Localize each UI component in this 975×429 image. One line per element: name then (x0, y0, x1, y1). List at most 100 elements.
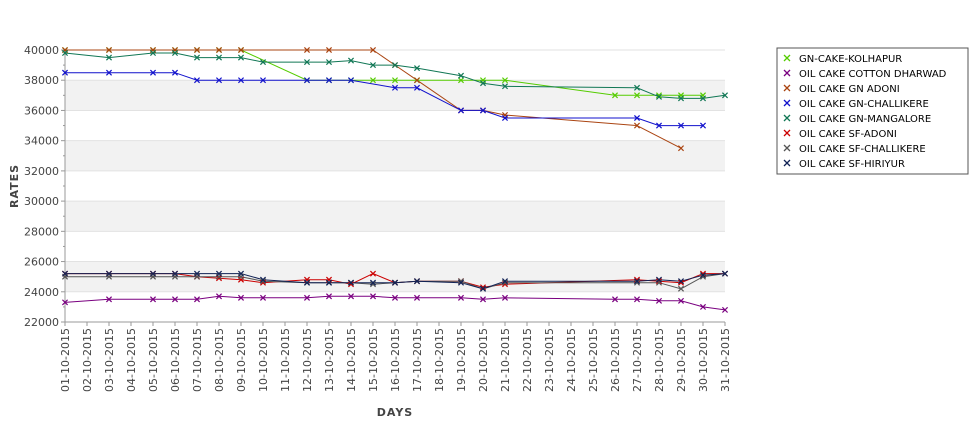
x-tick-label: 23-10-2015 (543, 328, 556, 392)
data-point (369, 281, 377, 288)
x-tick-label: 11-10-2015 (279, 328, 292, 392)
x-tick-label: 07-10-2015 (191, 328, 204, 392)
legend-label: OIL CAKE GN ADONI (799, 84, 900, 95)
data-point (413, 278, 421, 285)
data-point (633, 296, 641, 303)
legend-box (776, 47, 969, 175)
data-point (413, 294, 421, 301)
legend-label: OIL CAKE GN-CHALLIKERE (799, 99, 929, 110)
data-point (347, 281, 355, 288)
data-point (457, 278, 465, 285)
x-tick-label: 01-10-2015 (59, 328, 72, 392)
data-point (193, 54, 201, 61)
data-point (61, 299, 69, 306)
data-point (61, 49, 69, 57)
data-point (699, 122, 707, 129)
y-tick-label: 38000 (24, 74, 59, 87)
data-point (215, 270, 223, 277)
series-line (64, 52, 726, 99)
x-tick-label: 29-10-2015 (675, 328, 688, 392)
data-point (237, 77, 245, 84)
legend-marker (783, 54, 791, 62)
data-point (215, 54, 223, 61)
data-point (721, 270, 729, 277)
x-tick-label: 25-10-2015 (587, 328, 600, 392)
data-point (633, 84, 641, 91)
data-point (677, 285, 685, 292)
data-point (347, 293, 355, 300)
data-point (655, 92, 663, 99)
x-tick-label: 02-10-2015 (81, 328, 94, 392)
data-point (171, 69, 179, 76)
data-point (457, 77, 465, 84)
x-tick-label: 05-10-2015 (147, 328, 160, 392)
y-tick-label: 28000 (24, 225, 59, 238)
data-point (369, 293, 377, 300)
x-axis: 01-10-2015 02-10-2015 03-10-2015 04-10-2015… (59, 321, 732, 392)
data-point (149, 49, 157, 57)
x-tick-label: 31-10-2015 (719, 328, 732, 392)
data-point (193, 46, 201, 54)
series-lines (64, 49, 726, 311)
data-point (303, 59, 311, 66)
legend-label: GN-CAKE-KOLHAPUR (799, 54, 902, 65)
x-tick-label: 16-10-2015 (389, 328, 402, 392)
data-point (479, 296, 487, 303)
data-point (171, 296, 179, 303)
data-point (369, 62, 377, 69)
y-tick-label: 40000 (24, 44, 59, 57)
data-point (655, 93, 663, 100)
data-point (479, 284, 487, 291)
data-point (501, 83, 509, 90)
data-point (413, 84, 421, 91)
x-tick-label: 06-10-2015 (169, 328, 182, 392)
x-tick-label: 28-10-2015 (653, 328, 666, 392)
data-point (303, 46, 311, 54)
data-point (369, 46, 377, 54)
legend-marker (783, 114, 791, 122)
data-point (171, 49, 179, 57)
data-point (633, 279, 641, 286)
x-tick-label: 04-10-2015 (125, 328, 138, 392)
y-tick-label: 30000 (24, 195, 59, 208)
y-tick-label: 24000 (24, 286, 59, 299)
data-point (237, 270, 245, 277)
data-point (611, 92, 619, 99)
legend-marker (783, 84, 791, 92)
data-point (303, 279, 311, 286)
y-tick-label: 36000 (24, 104, 59, 117)
data-point (369, 270, 377, 277)
legend-label: OIL CAKE SF-HIRIYUR (799, 159, 905, 170)
data-point (193, 77, 201, 84)
legend-marker (783, 129, 791, 137)
data-point (105, 270, 113, 277)
data-point (347, 77, 355, 84)
data-point (369, 279, 377, 286)
data-point (501, 77, 509, 84)
data-point (391, 294, 399, 301)
x-tick-label: 13-10-2015 (323, 328, 336, 392)
x-tick-label: 24-10-2015 (565, 328, 578, 392)
data-point (457, 294, 465, 301)
x-tick-label: 08-10-2015 (213, 328, 226, 392)
series-markers (61, 46, 729, 313)
data-point (171, 270, 179, 277)
data-point (193, 296, 201, 303)
data-point (215, 275, 223, 282)
data-point (501, 294, 509, 301)
data-point (325, 46, 333, 54)
x-tick-label: 15-10-2015 (367, 328, 380, 392)
x-tick-label: 17-10-2015 (411, 328, 424, 392)
data-point (677, 279, 685, 286)
data-point (149, 296, 157, 303)
data-point (655, 297, 663, 304)
y-axis-title: RATES (8, 164, 21, 208)
legend-label: OIL CAKE COTTON DHARWAD (799, 69, 947, 80)
legend-marker (783, 159, 791, 167)
data-point (413, 65, 421, 72)
data-point (677, 95, 685, 102)
data-point (105, 54, 113, 61)
data-point (501, 114, 509, 122)
data-point (501, 278, 509, 285)
